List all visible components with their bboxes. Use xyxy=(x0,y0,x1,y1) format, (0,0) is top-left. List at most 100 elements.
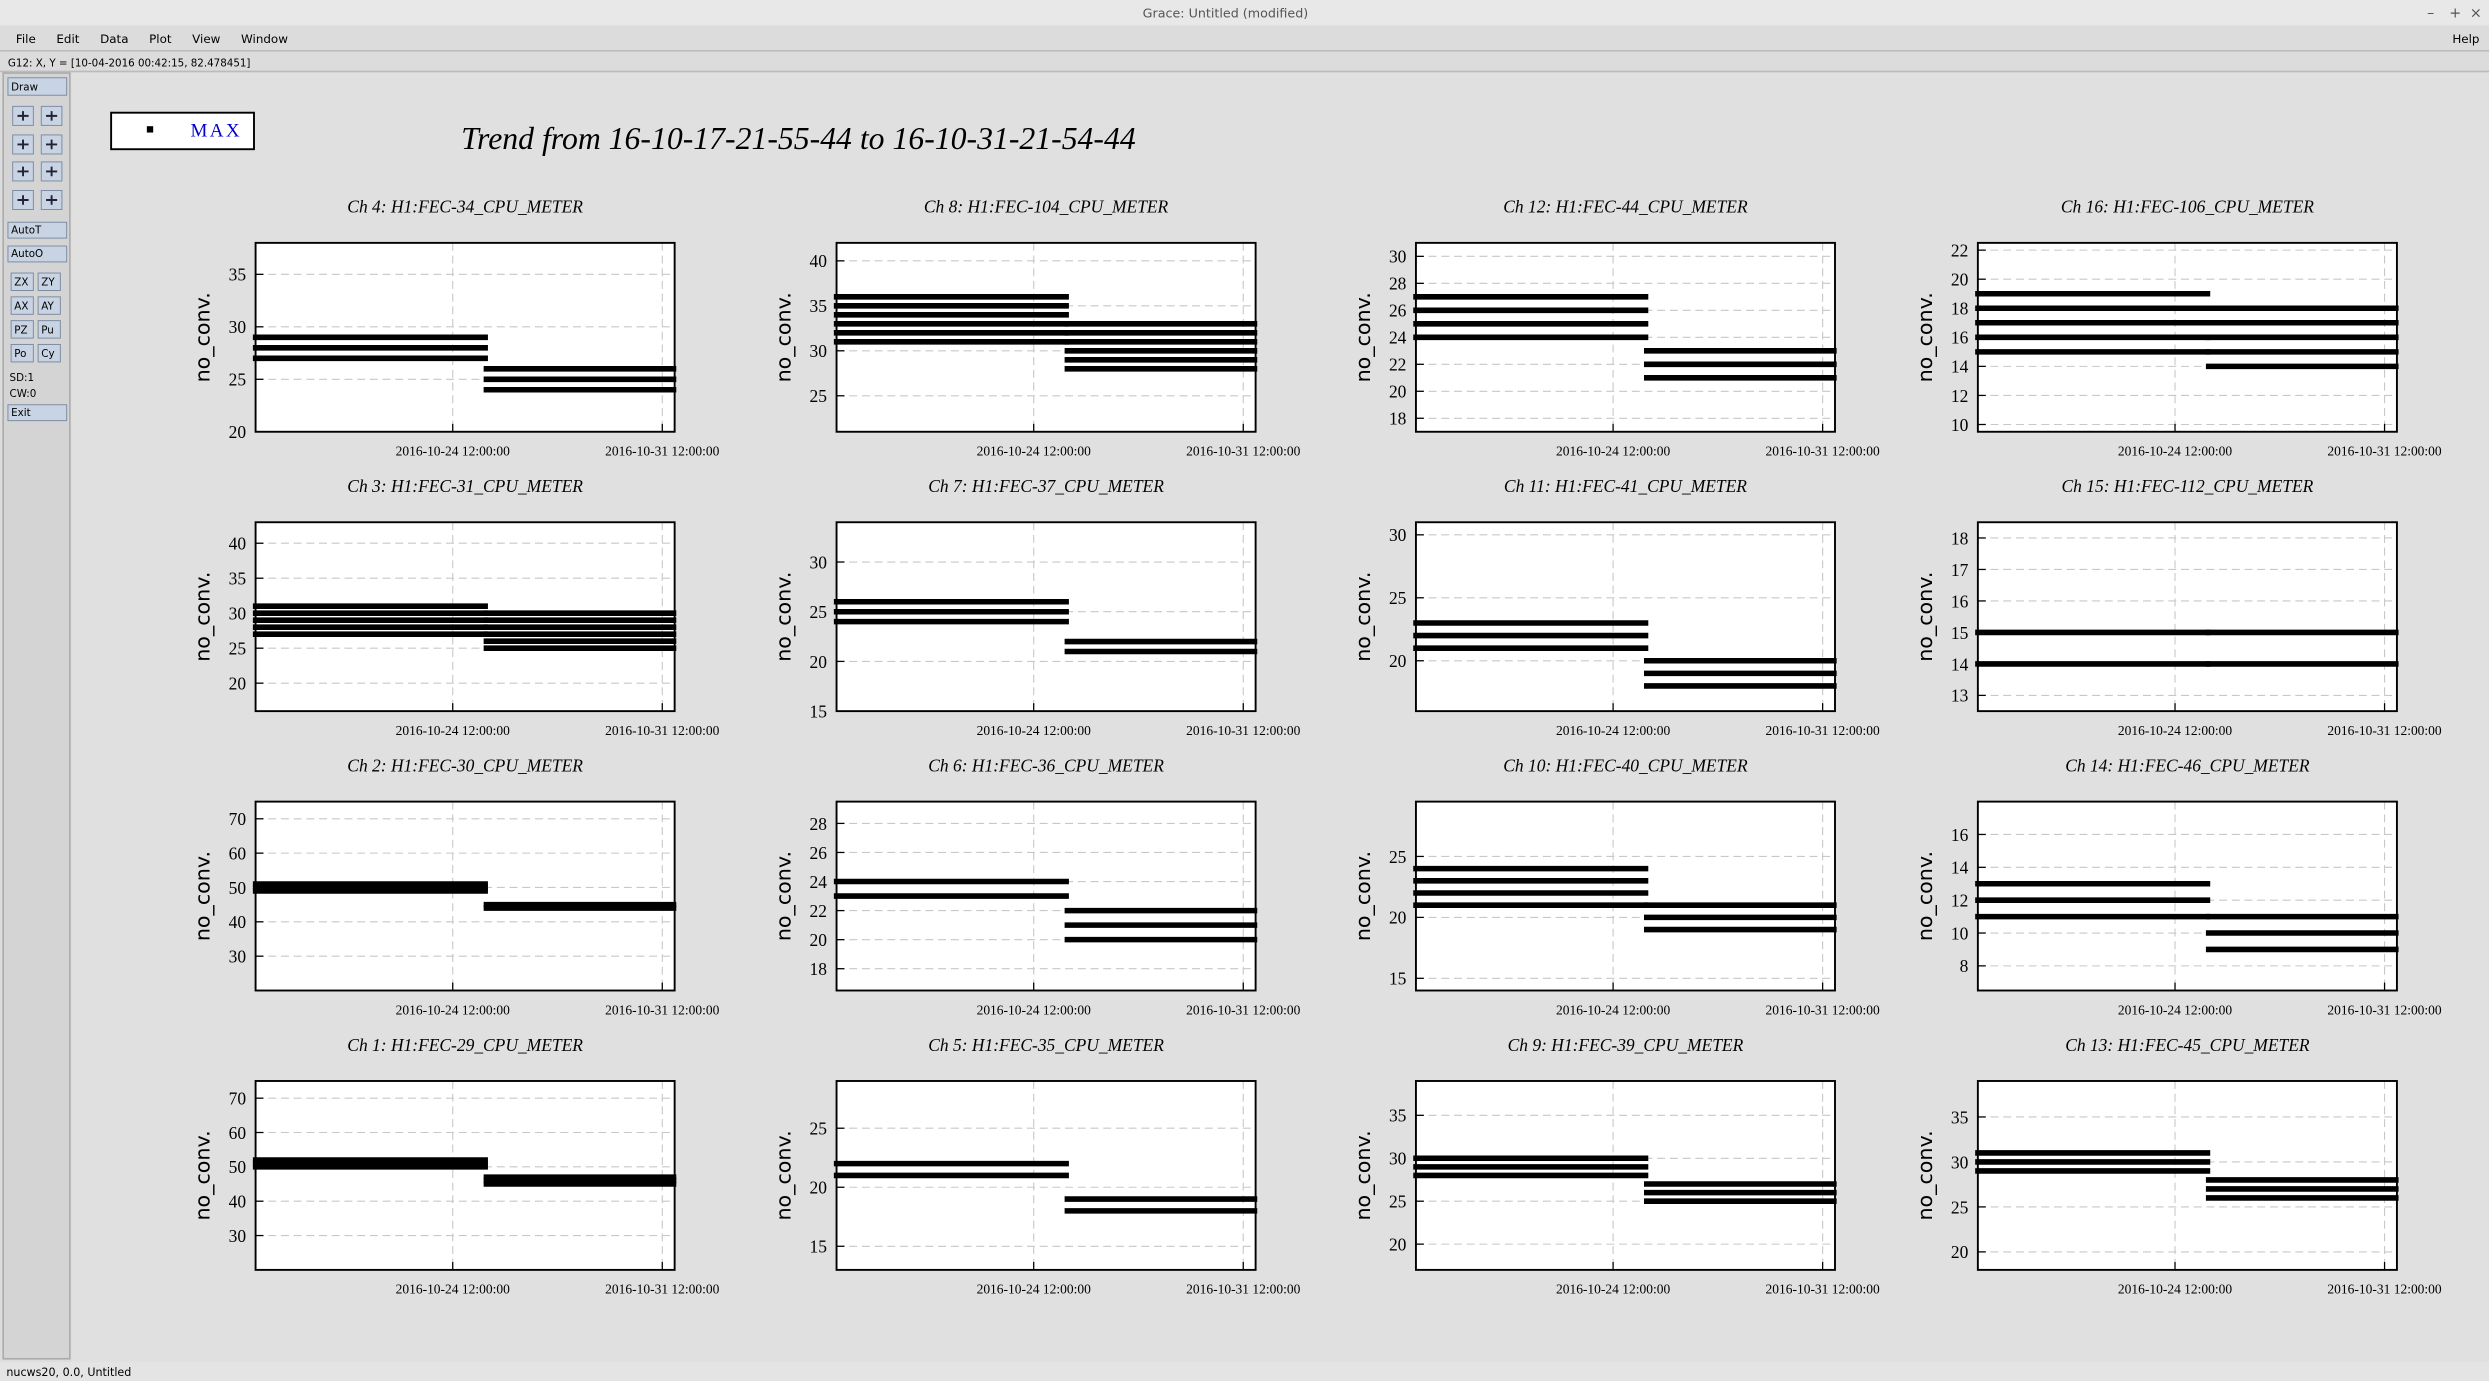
maximize[interactable]: + xyxy=(2449,5,2461,21)
draw-button[interactable]: Draw xyxy=(11,81,38,93)
y-tick-label: 30 xyxy=(229,1226,247,1246)
plot: Ch 8: H1:FEC-104_CPU_METER no_conv. 25 30 35… xyxy=(772,197,1301,459)
plot: Ch 5: H1:FEC-35_CPU_METER no_conv. 15 20 25 2… xyxy=(772,1035,1301,1297)
y-tick-label: 12 xyxy=(1951,386,1968,406)
y-tick-label: 10 xyxy=(1951,415,1969,435)
y-tick-label: 18 xyxy=(1951,299,1969,319)
auto-button-frame[interactable] xyxy=(7,221,68,239)
y-tick-label: 50 xyxy=(229,878,247,898)
plot-title: Ch 16: H1:FEC-106_CPU_METER xyxy=(2061,197,2314,217)
exit-button-frame[interactable] xyxy=(7,404,68,422)
x-tick-label: 2016-10-31 12:00:00 xyxy=(1766,1282,1880,1297)
y-tick-label: 60 xyxy=(229,843,247,863)
auto-button-frame[interactable] xyxy=(7,245,68,263)
y-tick-label: 70 xyxy=(229,1089,247,1109)
x-tick-label: 2016-10-31 12:00:00 xyxy=(605,444,719,459)
x-tick-label: 2016-10-31 12:00:00 xyxy=(605,723,719,738)
axis-button-frame[interactable] xyxy=(10,343,34,363)
y-tick-label: 20 xyxy=(229,422,247,442)
x-tick-label: 2016-10-24 12:00:00 xyxy=(2118,444,2232,459)
axis-button-frame[interactable] xyxy=(37,343,61,363)
plot-frame xyxy=(254,800,676,992)
axis-button-frame[interactable] xyxy=(37,272,61,291)
menu-item[interactable]: View xyxy=(192,32,220,46)
coords-readout: G12: X, Y = [10-04-2016 00:42:15, 82.478… xyxy=(8,58,251,70)
y-tick-label: 15 xyxy=(810,701,828,721)
x-tick-label: 2016-10-24 12:00:00 xyxy=(1556,723,1670,738)
y-tick-label: 16 xyxy=(1951,328,1969,348)
x-tick-label: 2016-10-24 12:00:00 xyxy=(977,1002,1091,1017)
axis-button[interactable]: Po xyxy=(14,348,26,360)
axis-button[interactable]: ZY xyxy=(41,277,55,289)
plot-frame xyxy=(1976,1080,2398,1271)
y-tick-label: 25 xyxy=(229,639,247,659)
draw-button-frame[interactable] xyxy=(7,77,68,96)
axis-button[interactable]: PZ xyxy=(14,324,27,336)
y-tick-label: 70 xyxy=(229,809,247,829)
y-tick-label: 20 xyxy=(229,674,247,694)
auto-button[interactable]: AutoT xyxy=(11,224,42,236)
minimize[interactable]: – xyxy=(2427,5,2434,21)
y-tick-label: 20 xyxy=(1951,270,1969,290)
axis-button-frame[interactable] xyxy=(10,296,34,315)
y-tick-label: 35 xyxy=(810,296,828,316)
window-controls: – + × xyxy=(2427,5,2482,21)
axis-button[interactable]: AX xyxy=(14,301,28,313)
plot: Ch 15: H1:FEC-112_CPU_METER no_conv. 13 14 1… xyxy=(1913,476,2442,738)
axis-button-frame[interactable] xyxy=(10,320,34,339)
y-tick-label: 14 xyxy=(1951,858,1969,878)
y-tick-label: 14 xyxy=(1951,654,1969,674)
menu-item[interactable]: Window xyxy=(241,32,288,46)
legend-box xyxy=(110,111,255,151)
y-tick-label: 22 xyxy=(810,901,827,921)
menu-item[interactable]: Plot xyxy=(149,32,172,46)
plot-title: Ch 5: H1:FEC-35_CPU_METER xyxy=(928,1035,1164,1055)
y-tick-label: 35 xyxy=(1951,1107,1969,1127)
menu-help[interactable]: Help xyxy=(2452,32,2479,46)
exit-button[interactable]: Exit xyxy=(11,407,31,419)
y-tick-label: 30 xyxy=(229,317,247,337)
axis-button-frame[interactable] xyxy=(37,296,61,315)
y-tick-label: 20 xyxy=(810,930,828,950)
plot-title: Ch 8: H1:FEC-104_CPU_METER xyxy=(924,197,1169,217)
y-tick-label: 22 xyxy=(1389,355,1406,375)
auto-button[interactable]: AutoO xyxy=(11,248,43,260)
axis-button[interactable]: ZX xyxy=(14,277,28,289)
plot: Ch 14: H1:FEC-46_CPU_METER no_conv. 8 10 12 1… xyxy=(1913,755,2442,1017)
axis-button[interactable]: Pu xyxy=(41,324,54,336)
axis-button[interactable]: AY xyxy=(41,301,54,313)
y-tick-label: 22 xyxy=(1951,240,1968,260)
plot-title: Ch 12: H1:FEC-44_CPU_METER xyxy=(1503,197,1748,217)
menu-item[interactable]: Edit xyxy=(56,32,79,46)
y-tick-label: 13 xyxy=(1951,686,1969,706)
plot-frame xyxy=(254,521,676,713)
menu-item[interactable]: File xyxy=(16,32,36,46)
axis-button-frame[interactable] xyxy=(10,272,34,291)
y-tick-label: 20 xyxy=(1389,1234,1407,1254)
y-tick-label: 28 xyxy=(1389,274,1407,294)
axis-button[interactable]: Cy xyxy=(41,348,54,360)
x-tick-label: 2016-10-31 12:00:00 xyxy=(2327,1282,2441,1297)
y-axis-label: no_conv. xyxy=(1351,1130,1375,1220)
plot: Ch 2: H1:FEC-30_CPU_METER no_conv. 30 40 50 6… xyxy=(191,755,720,1017)
x-tick-label: 2016-10-24 12:00:00 xyxy=(977,444,1091,459)
plot-title: Ch 7: H1:FEC-37_CPU_METER xyxy=(928,476,1164,496)
icon-glyph xyxy=(46,166,58,177)
y-tick-label: 24 xyxy=(1389,328,1407,348)
y-tick-label: 25 xyxy=(1951,1197,1969,1217)
menu-item[interactable]: Data xyxy=(100,32,128,46)
y-tick-label: 30 xyxy=(1389,247,1407,267)
y-tick-label: 35 xyxy=(229,265,247,285)
axis-button-frame[interactable] xyxy=(37,320,61,339)
y-tick-label: 25 xyxy=(229,370,247,390)
y-axis-label: no_conv. xyxy=(1913,1130,1937,1220)
plot-frame xyxy=(1414,800,1836,992)
plot-title: Ch 4: H1:FEC-34_CPU_METER xyxy=(347,197,583,217)
plot-title: Ch 2: H1:FEC-30_CPU_METER xyxy=(347,755,583,775)
x-tick-label: 2016-10-24 12:00:00 xyxy=(1556,1282,1670,1297)
y-tick-label: 40 xyxy=(810,251,828,271)
close[interactable]: × xyxy=(2470,5,2482,21)
plot-title: Ch 15: H1:FEC-112_CPU_METER xyxy=(2062,476,2314,496)
y-tick-label: 15 xyxy=(810,1237,828,1257)
y-tick-label: 35 xyxy=(229,569,247,589)
